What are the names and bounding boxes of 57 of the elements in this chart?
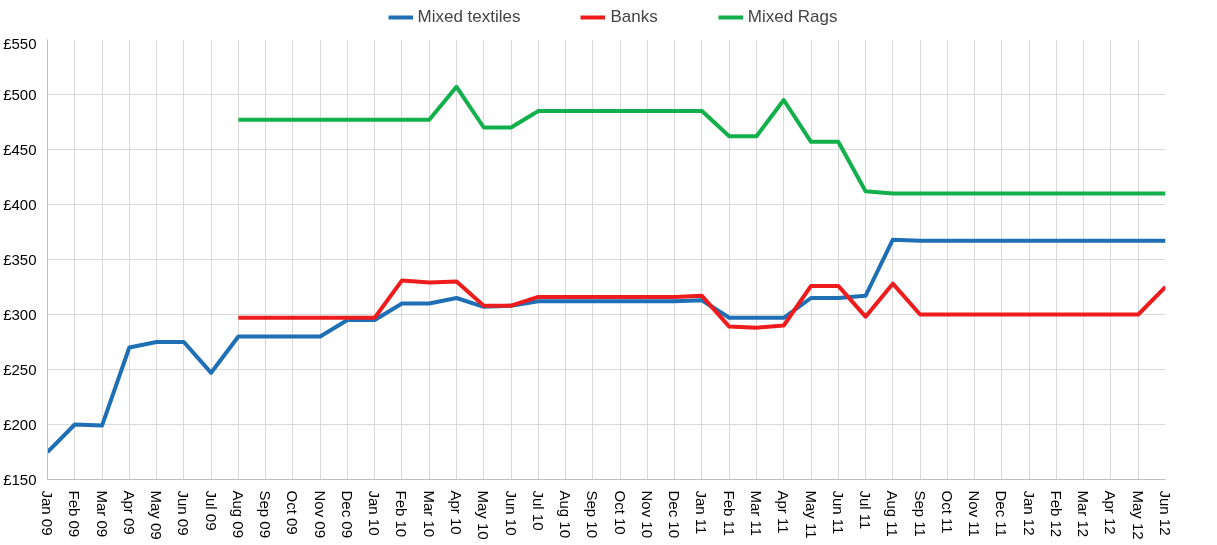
x-tick-label: Apr 09 [120,490,138,535]
x-tick-label: May 09 [148,490,166,540]
x-tick-label: Aug 09 [229,490,247,539]
x-tick-label: Jan 09 [39,490,56,536]
legend-label: Banks [610,7,658,27]
legend-label: Mixed Rags [747,7,838,27]
x-tick-label: Sep 11 [911,490,929,537]
x-tick-label: Feb 11 [720,490,738,537]
line-series [236,84,1166,196]
x-tick-label: Nov 10 [638,490,656,539]
x-tick-label: Aug 11 [884,490,902,537]
x-tick-label: Feb 12 [1047,490,1065,538]
x-tick-label: Mar 09 [93,490,111,538]
line-series [47,237,1166,454]
y-tick-label: £400 [3,196,37,213]
x-tick-label: Mar 11 [747,490,765,537]
y-tick-label: £350 [3,251,37,268]
x-tick-label: Dec 11 [993,490,1011,537]
x-tick-label: Apr 11 [775,490,793,534]
line-series [236,278,1166,330]
x-tick-label: Dec 09 [338,490,356,539]
x-tick-label: Jun 10 [502,490,520,536]
y-tick-label: £200 [3,416,37,433]
y-tick-label: £550 [3,34,37,52]
x-tick-label: Oct 09 [284,490,302,535]
legend-label: Mixed textiles [417,7,521,27]
x-tick-label: Oct 10 [611,490,629,535]
y-tick-label: £450 [3,141,37,158]
y-tick-label: £500 [3,86,37,103]
x-tick-label: Jun 11 [829,490,847,535]
x-tick-label: Nov 11 [966,490,984,537]
y-tick-label: £300 [3,306,37,323]
x-tick-label: Jan 10 [366,490,384,536]
x-tick-label: Jan 11 [693,490,711,535]
x-tick-label: Sep 09 [257,490,275,539]
x-tick-label: Feb 09 [66,490,84,538]
x-tick-label: Dec 10 [666,490,684,539]
x-tick-label: Jul 11 [857,490,875,530]
x-tick-label: Mar 10 [420,490,438,538]
x-tick-label: Jul 09 [202,490,220,531]
x-tick-label: Jul 10 [529,490,547,531]
x-tick-label: Apr 10 [448,490,466,535]
x-tick-label: Mar 12 [1075,490,1093,538]
x-tick-label: May 10 [475,490,493,540]
x-tick-label: Sep 10 [584,490,602,539]
x-tick-label: Nov 09 [311,490,329,539]
x-tick-label: Aug 10 [557,490,575,539]
x-tick-label: Jan 12 [1020,490,1038,536]
x-tick-label: Jun 09 [175,490,193,536]
x-tick-label: Feb 10 [393,490,411,538]
y-tick-label: £150 [3,471,37,488]
x-tick-label: Oct 11 [938,490,956,534]
x-tick-label: May 12 [1129,490,1147,540]
x-tick-label: Apr 12 [1102,490,1120,535]
x-tick-label: Jun 12 [1157,490,1174,536]
x-tick-label: May 11 [802,490,820,539]
y-tick-label: £250 [3,361,37,378]
